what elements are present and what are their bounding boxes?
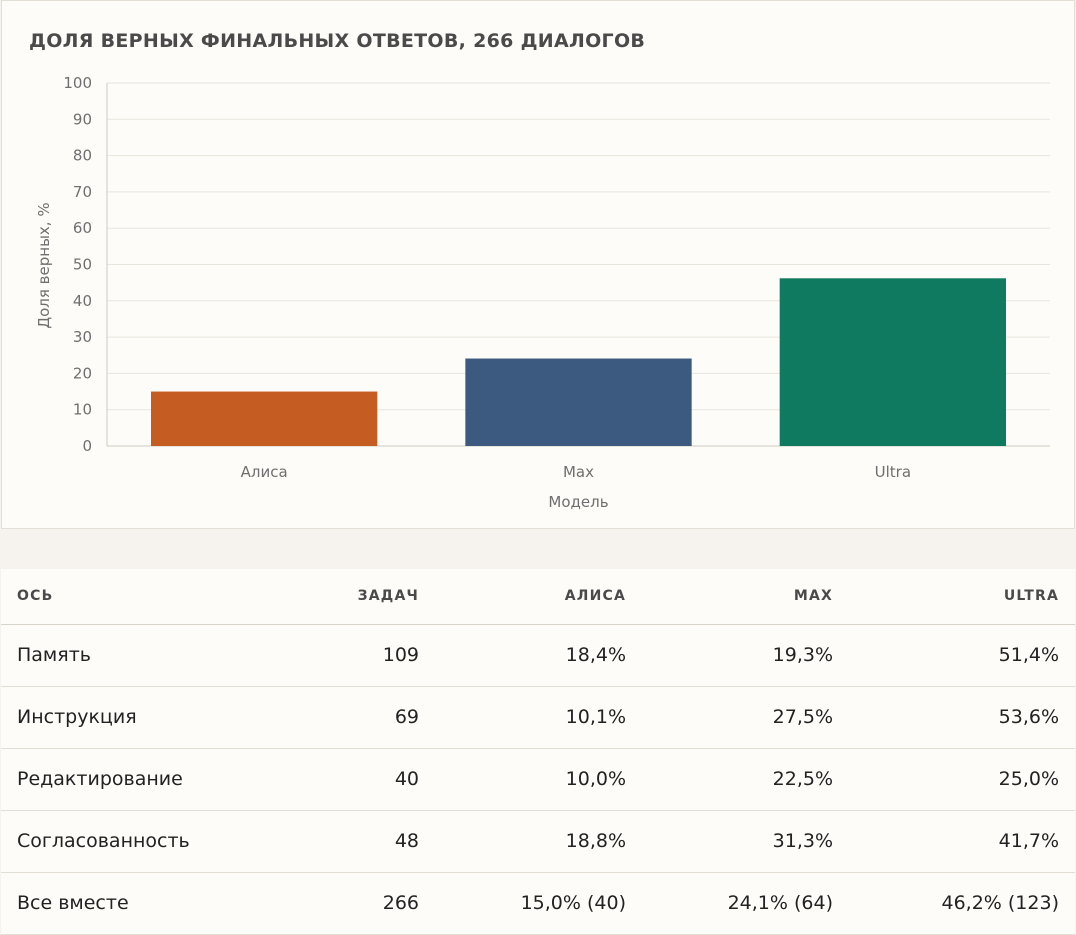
header-max: MAX [642,569,849,625]
header-alisa: АЛИСА [435,569,642,625]
header-axis: ОСЬ [1,569,226,625]
cell-ultra: 25,0% [849,748,1075,811]
header-ultra: ULTRA [849,569,1075,625]
results-table: ОСЬ ЗАДАЧ АЛИСА MAX ULTRA Память 109 18,… [1,569,1075,935]
bar-1 [151,391,378,446]
results-table-wrap: ОСЬ ЗАДАЧ АЛИСА MAX ULTRA Память 109 18,… [1,569,1075,935]
cell-ultra: 51,4% [849,624,1075,687]
cell-max: 31,3% [642,810,849,873]
chart-card: ДОЛЯ ВЕРНЫХ ФИНАЛЬНЫХ ОТВЕТОВ, 266 ДИАЛО… [1,0,1075,529]
cell-alisa: 10,0% [435,748,642,811]
table-row: Память 109 18,4% 19,3% 51,4% [1,624,1075,687]
table-header-row: ОСЬ ЗАДАЧ АЛИСА MAX ULTRA [1,569,1075,625]
cell-max: 27,5% [642,686,849,749]
cell-max: 24,1% (64) [642,872,849,935]
cell-tasks: 48 [226,810,435,873]
y-axis-title: Доля верных, % [35,202,53,328]
cell-ultra: 46,2% (123) [849,872,1075,935]
y-tick-label: 80 [73,147,92,165]
y-tick-label: 50 [73,256,92,274]
cell-axis: Все вместе [1,872,226,935]
cell-tasks: 109 [226,624,435,687]
chart-title: ДОЛЯ ВЕРНЫХ ФИНАЛЬНЫХ ОТВЕТОВ, 266 ДИАЛО… [29,30,646,52]
cell-tasks: 266 [226,872,435,935]
x-axis-title: Модель [548,493,608,511]
cell-axis: Согласованность [1,810,226,873]
y-tick-label: 60 [73,219,92,237]
table-row: Инструкция 69 10,1% 27,5% 53,6% [1,686,1075,749]
y-tick-label: 90 [73,110,92,128]
x-tick-label: Алиса [241,463,288,481]
table-row-total: Все вместе 266 15,0% (40) 24,1% (64) 46,… [1,872,1075,935]
cell-max: 22,5% [642,748,849,811]
table-row: Согласованность 48 18,8% 31,3% 41,7% [1,810,1075,873]
y-tick-label: 0 [82,437,92,455]
cell-ultra: 41,7% [849,810,1075,873]
cell-tasks: 69 [226,686,435,749]
table-row: Редактирование 40 10,0% 22,5% 25,0% [1,748,1075,811]
cell-axis: Память [1,624,226,687]
cell-ultra: 53,6% [849,686,1075,749]
cell-alisa: 18,4% [435,624,642,687]
y-tick-label: 30 [73,328,92,346]
bar-chart: 0 10 20 30 40 50 60 70 80 90 100 Алиса Max Ultra Модел… [35,74,1050,511]
cell-alisa: 18,8% [435,810,642,873]
y-tick-label: 40 [73,292,92,310]
cell-alisa: 10,1% [435,686,642,749]
header-tasks: ЗАДАЧ [226,569,435,625]
cell-axis: Инструкция [1,686,226,749]
cell-tasks: 40 [226,748,435,811]
y-tick-label: 100 [63,74,92,92]
cell-max: 19,3% [642,624,849,687]
bar-2 [465,358,692,446]
x-tick-label: Ultra [875,463,911,481]
y-tick-label: 10 [73,401,92,419]
bar-3 [779,278,1006,446]
y-tick-label: 20 [73,364,92,382]
cell-alisa: 15,0% (40) [435,872,642,935]
cell-axis: Редактирование [1,748,226,811]
x-tick-label: Max [563,463,594,481]
y-tick-label: 70 [73,183,92,201]
